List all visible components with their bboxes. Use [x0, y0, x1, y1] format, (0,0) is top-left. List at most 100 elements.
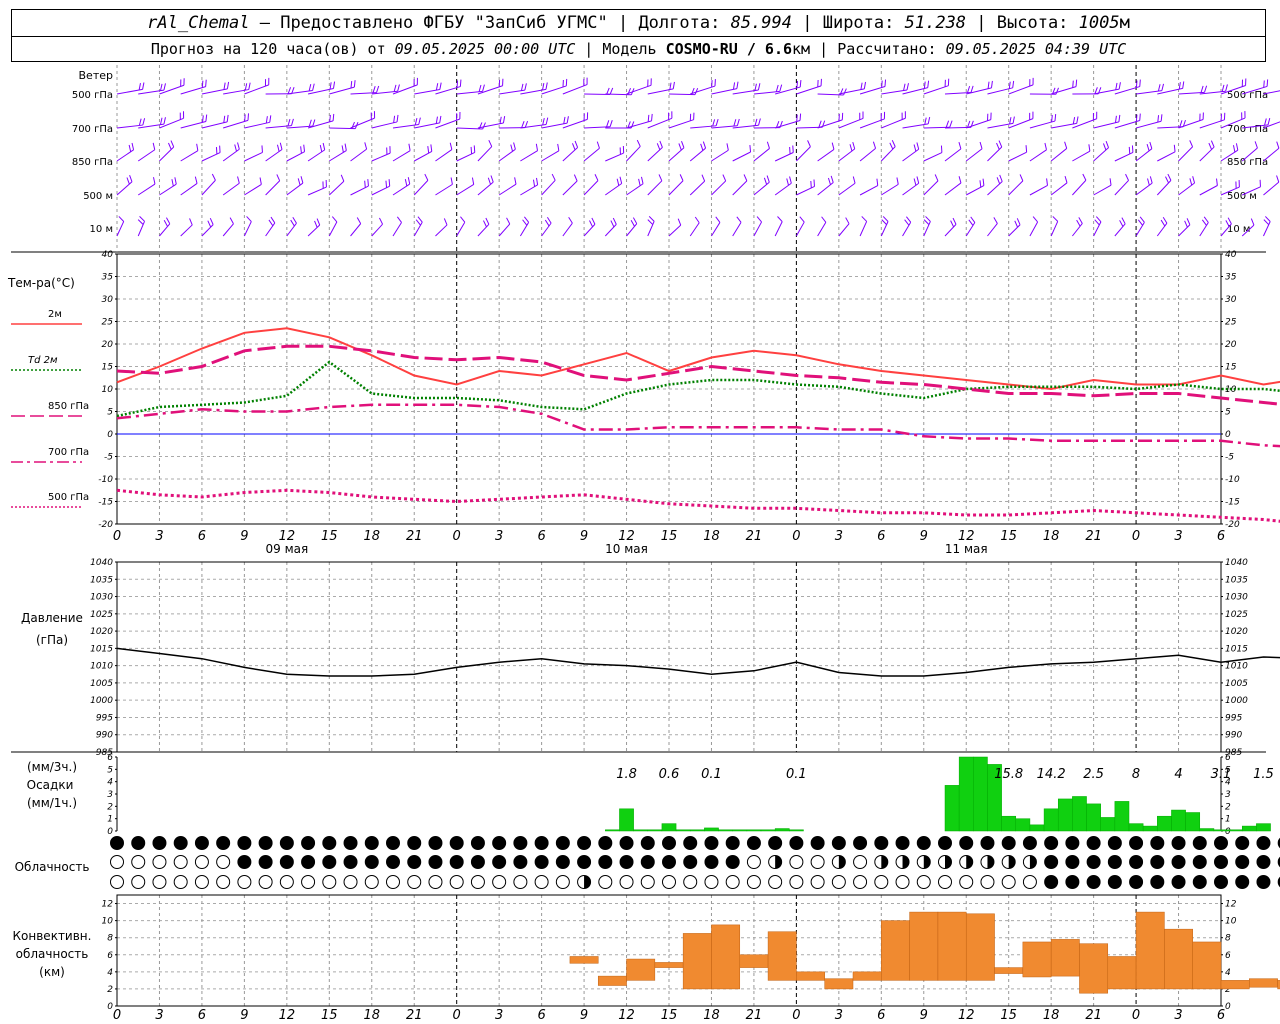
wind-barb-flag	[979, 141, 983, 149]
wind-barb-flag	[223, 82, 226, 90]
wind-barb-shaft	[350, 148, 367, 162]
wind-barb-flag	[573, 174, 578, 182]
wind-barb-flag	[1201, 219, 1207, 226]
cloud-circle	[1001, 875, 1016, 889]
wind-barb-flag	[677, 218, 682, 226]
wind-barb-shaft	[944, 224, 957, 237]
wind-barb-flag	[269, 115, 272, 123]
wind-barb-shaft	[435, 118, 461, 129]
wind-barb-flag	[470, 146, 473, 154]
cloud-circle	[959, 875, 974, 889]
wind-barb-flag	[1182, 81, 1185, 89]
temp-ytick-right: 35	[1225, 273, 1237, 283]
wind-barb-flag	[312, 119, 316, 127]
wind-barb-flag	[881, 80, 883, 88]
temp-xtick: 9	[580, 529, 588, 544]
wind-barb-shaft	[626, 84, 652, 95]
wind-barb-shaft	[371, 90, 398, 95]
conv-xtick: 3	[835, 1008, 843, 1023]
cloud-circle	[683, 855, 698, 869]
wind-barb-flag	[1157, 115, 1160, 123]
conv-bar	[1192, 941, 1222, 990]
wind-barb-flag	[291, 118, 294, 126]
conv-xtick: 6	[198, 1008, 206, 1023]
wind-level-left: 500 гПа	[72, 90, 113, 101]
conv-xtick: 21	[1085, 1008, 1102, 1023]
cloud-partial	[1029, 855, 1037, 869]
conv-xtick: 12	[618, 1008, 635, 1023]
conv-ytick-right: 12	[1225, 900, 1237, 910]
wind-barb-flag	[551, 173, 556, 181]
precip-ytick-left: 2	[107, 802, 113, 812]
wind-barb-shaft	[541, 179, 556, 196]
wind-barb-shaft	[435, 149, 453, 162]
wind-level-right: 500 гПа	[1227, 90, 1268, 101]
wind-barb-shaft	[498, 183, 517, 196]
cloud-circle	[492, 875, 507, 889]
cloud-circle	[831, 875, 846, 889]
precip-bar	[944, 785, 960, 832]
conv-bar	[881, 920, 910, 981]
wind-barb-flag	[308, 119, 312, 127]
calc-date: 09.05.2025 04:39 UTC	[945, 40, 1127, 58]
wind-barb-shaft	[711, 149, 729, 162]
cloud-circle	[1235, 836, 1250, 850]
wind-barb-shaft	[1072, 150, 1091, 162]
cloud-circle	[216, 855, 231, 869]
conv-bar	[1107, 956, 1137, 990]
wind-barb-shaft	[159, 117, 184, 129]
wind-barb-shaft	[1093, 121, 1120, 129]
wind-barb-flag	[757, 83, 761, 91]
wind-barb-shaft	[817, 119, 843, 129]
wind-barb-flag	[845, 217, 850, 224]
wind-barb-flag	[459, 79, 462, 87]
wind-barb-flag	[261, 145, 263, 153]
wind-barb-shaft	[328, 180, 345, 196]
wind-barb-flag	[189, 218, 193, 226]
wind-barb-shaft	[137, 149, 156, 162]
wind-barb-flag	[201, 115, 204, 123]
cloud-circle	[640, 875, 655, 889]
conv-xtick: 6	[877, 1008, 885, 1023]
latitude-label: Широта:	[822, 13, 895, 33]
cloud-circle	[555, 836, 570, 850]
wind-barb-flag	[1139, 216, 1145, 223]
conv-ytick-left: 8	[107, 934, 113, 944]
precip-bar	[1015, 818, 1031, 832]
wind-barb-shaft	[1178, 91, 1205, 95]
wind-barb-flag	[1157, 84, 1161, 92]
cloud-circle	[1256, 836, 1271, 850]
cloud-circle	[810, 836, 825, 850]
wind-barb-shaft	[201, 121, 228, 129]
wind-barb-shaft	[1263, 147, 1280, 162]
temp-xtick: 6	[1217, 529, 1225, 544]
wind-barb-flag	[129, 175, 133, 182]
wind-barb-flag	[647, 114, 650, 122]
cloud-circle	[1065, 836, 1080, 850]
precip-ytick-left: 0	[107, 827, 113, 837]
precip-bar	[704, 827, 719, 832]
wind-barb-shaft	[1051, 86, 1077, 95]
wind-barb-flag	[1115, 82, 1118, 90]
wind-barb-flag	[1189, 140, 1194, 147]
wind-barb-flag	[876, 178, 879, 186]
precip-bar	[1199, 828, 1215, 832]
wind-barb-flag	[557, 143, 560, 151]
wind-barb-flag	[312, 83, 315, 91]
conv-ytick-right: 0	[1225, 1002, 1231, 1012]
cloud-circle	[938, 875, 952, 889]
wind-barb-flag	[300, 176, 304, 184]
wind-barb-flag	[1055, 87, 1059, 95]
wind-barb-shaft	[1242, 186, 1261, 196]
wind-barb-flag	[640, 176, 644, 184]
precip-bar	[1157, 815, 1172, 832]
wind-barb-flag	[194, 176, 198, 184]
cloud-circle	[683, 836, 698, 850]
wind-barb-flag	[152, 142, 156, 150]
precip-bar	[1001, 815, 1017, 832]
wind-barb-shaft	[817, 149, 835, 162]
cloud-partial	[987, 855, 994, 869]
conv-xtick: 9	[920, 1008, 928, 1023]
wind-barb-flag	[506, 217, 511, 225]
wind-barb-flag	[1012, 80, 1015, 88]
